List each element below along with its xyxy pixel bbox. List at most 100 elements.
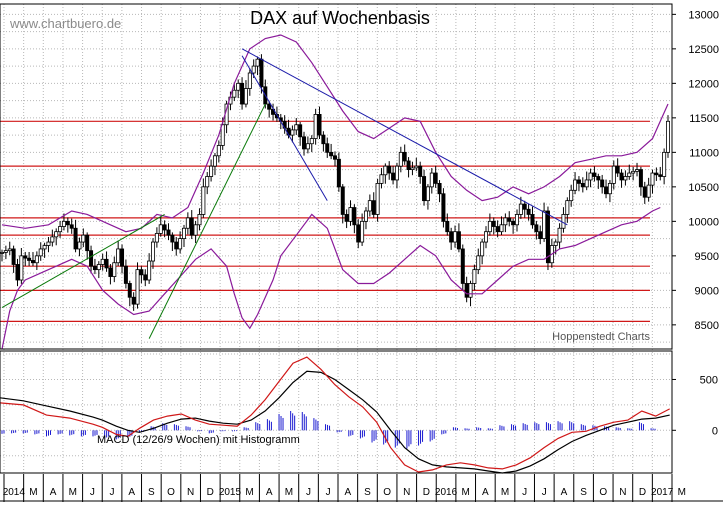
candle-body	[92, 265, 97, 271]
date-tick-label: A	[266, 487, 273, 498]
candle-body	[336, 158, 341, 188]
chart-title: DAX auf Wochenbasis	[250, 8, 430, 28]
candle-body	[425, 186, 430, 202]
candle-body	[542, 210, 547, 240]
date-tick-label: O	[383, 487, 391, 498]
candle-body	[302, 136, 307, 150]
date-tick-label: M	[678, 487, 686, 498]
candle-body	[325, 143, 330, 153]
candle-body	[73, 227, 78, 250]
candle-body	[394, 165, 399, 181]
candle-body	[116, 248, 121, 264]
candle-body	[15, 264, 20, 281]
candle-body	[216, 145, 221, 157]
candle-body	[449, 231, 454, 243]
candle-body	[259, 58, 264, 88]
candle-body	[491, 220, 496, 227]
candle-body	[34, 255, 39, 264]
candle-body	[391, 172, 396, 181]
candle-body	[410, 167, 415, 170]
candle-body	[240, 82, 245, 105]
candle-body	[19, 255, 24, 281]
candle-body	[437, 182, 442, 195]
date-tick-label: M	[29, 487, 37, 498]
date-tick-label: N	[403, 487, 410, 498]
candle-body	[456, 231, 461, 250]
candle-body	[267, 103, 272, 110]
candle-body	[360, 220, 365, 243]
candle-body	[526, 208, 531, 215]
candle-body	[181, 227, 186, 240]
candle-body	[0, 251, 4, 254]
candle-body	[220, 124, 225, 146]
candle-body	[375, 182, 380, 215]
candle-body	[69, 224, 74, 229]
candle-body	[38, 248, 43, 257]
candle-body	[100, 258, 105, 265]
price-tick-label: 9000	[695, 285, 719, 297]
candle-body	[646, 184, 651, 198]
macd-panel-frame	[0, 350, 673, 474]
candle-body	[503, 217, 508, 226]
candle-body	[588, 172, 593, 181]
candle-body	[193, 224, 198, 236]
candle-body	[321, 134, 326, 145]
candle-body	[484, 231, 489, 243]
candle-body	[3, 250, 8, 253]
trendlines	[1, 48, 568, 339]
candle-body	[460, 248, 465, 284]
date-tick-label: J	[326, 487, 331, 498]
candle-body	[139, 269, 144, 276]
candle-body	[363, 210, 368, 222]
candle-body	[611, 165, 616, 184]
candle-body	[251, 65, 256, 74]
candle-body	[348, 207, 353, 222]
candle-body	[530, 214, 535, 226]
candle-body	[243, 88, 248, 105]
date-tick-label: A	[482, 487, 489, 498]
candle-body	[170, 234, 175, 243]
candle-body	[580, 182, 585, 188]
date-tick-label: 2014	[3, 487, 26, 498]
candle-body	[476, 255, 481, 271]
candle-body	[151, 241, 156, 262]
candle-body	[565, 200, 570, 215]
candle-body	[635, 169, 640, 172]
candle-body	[414, 165, 419, 169]
candle-body	[615, 165, 620, 174]
price-tick-label: 10000	[688, 216, 719, 228]
candle-body	[85, 234, 90, 252]
candle-body	[367, 200, 372, 212]
candle-body	[499, 224, 504, 233]
trendline	[241, 48, 568, 226]
candle-body	[294, 124, 299, 131]
candle-body	[545, 210, 550, 264]
candle-body	[511, 220, 516, 226]
candle-body	[573, 179, 578, 191]
price-tick-label: 10500	[688, 182, 719, 194]
candle-body	[89, 250, 94, 267]
candle-body	[46, 241, 51, 246]
macd-label: MACD (12/26/9 Wochen) mit Histogramm	[97, 434, 300, 446]
candle-body	[487, 220, 492, 233]
candle-body	[189, 217, 194, 236]
candle-body	[662, 151, 667, 177]
candle-body	[592, 172, 597, 177]
candle-body	[522, 203, 527, 210]
candle-body	[185, 217, 190, 229]
date-tick-label: J	[542, 487, 547, 498]
candle-body	[418, 165, 423, 177]
candle-body	[352, 207, 357, 226]
candle-body	[518, 203, 523, 215]
candle-body	[514, 214, 519, 226]
date-tick-label: J	[306, 487, 311, 498]
candle-body	[584, 179, 589, 188]
candle-body	[127, 283, 132, 298]
candle-body	[569, 189, 574, 202]
candle-body	[81, 234, 86, 243]
candle-body	[65, 220, 70, 226]
candle-body	[309, 138, 314, 145]
candle-body	[212, 155, 217, 167]
price-tick-label: 11000	[689, 147, 719, 159]
date-tick-label: M	[462, 487, 470, 498]
